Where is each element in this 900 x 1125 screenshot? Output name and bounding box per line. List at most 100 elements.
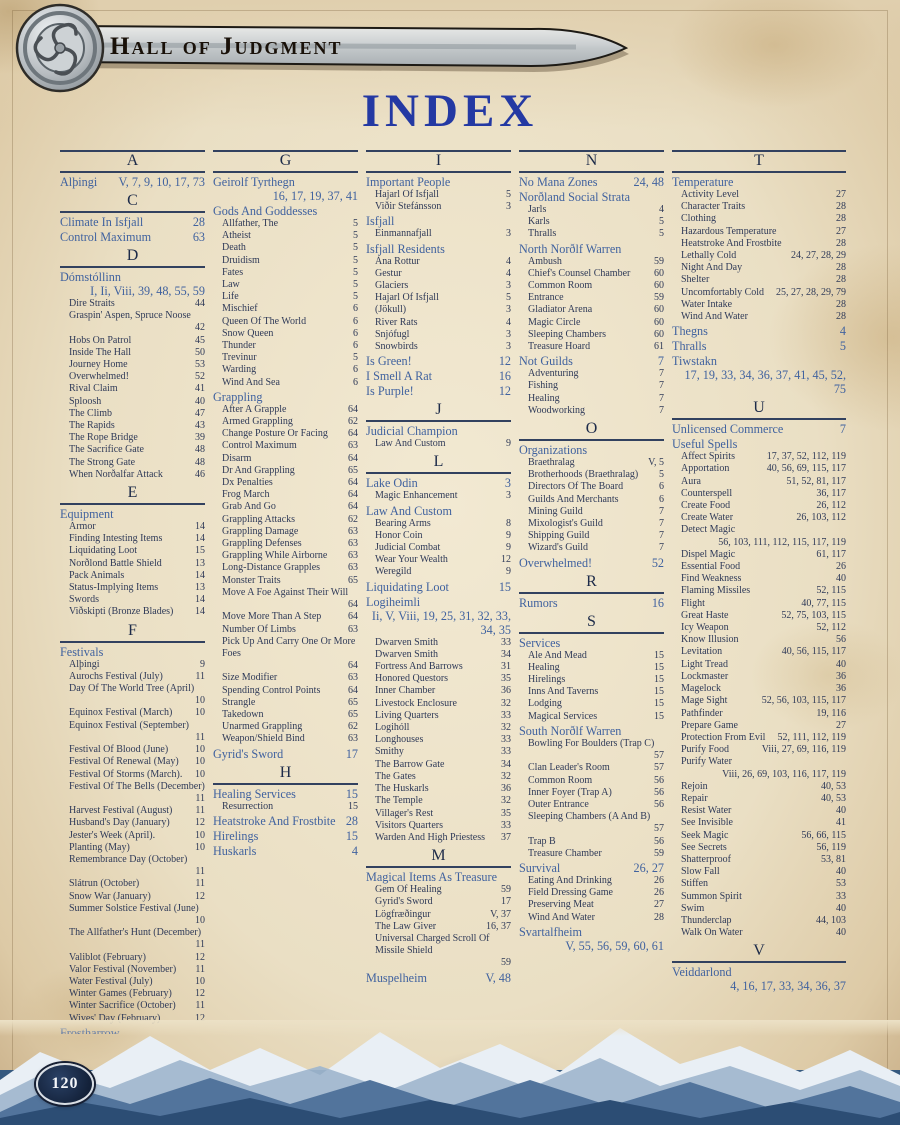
entry-label: Logiheimli (366, 594, 421, 609)
index-entry: Snowbirds 3 (366, 341, 511, 353)
entry-label: Outer Entrance (528, 798, 589, 810)
index-entry: Water Intake 28 (672, 299, 846, 311)
entry-label: Husband's Day (January) (69, 817, 170, 829)
index-section: U Unlicensed Commerce 7 Useful Spells Affect… (672, 399, 846, 939)
index-entry: The Gates 32 (366, 771, 511, 783)
index-entry: Jarls 4 (519, 204, 664, 216)
entry-label: Not Guilds (519, 354, 573, 369)
sword-banner (65, 24, 629, 72)
index-column: G Geirolf Tyrthegn 16, 17, 19, 37, 41 Gods … (213, 148, 358, 1034)
entry-label: The Climb (69, 407, 113, 419)
entry-pages: 52, 112 (816, 622, 846, 634)
index-entry: Smithy 33 (366, 746, 511, 758)
entry-label: Dwarven Smith (375, 648, 439, 660)
index-entry: Valiblot (February) 12 (60, 952, 205, 964)
index-entry: Stiffen 53 (672, 878, 846, 890)
index-entry: Rival Claim 41 (60, 383, 205, 395)
entry-pages: 7 (659, 505, 664, 517)
index-entry: Summon Spirit 33 (672, 891, 846, 903)
entry-pages: 64 (348, 452, 358, 464)
entry-pages: 5 (659, 228, 664, 240)
index-entry: Character Traits 28 (672, 201, 846, 213)
entry-label: Purify Water (681, 756, 732, 768)
entry-pages: 52, 111, 112, 119 (777, 731, 846, 743)
entry-label: Magic Enhancement (375, 490, 458, 502)
entry-pages: 51, 52, 81, 117 (786, 475, 846, 487)
index-entry: Wizard's Guild 7 (519, 542, 664, 554)
index-entry: Resurrection 15 (213, 801, 358, 813)
index-entry: The Climb 47 (60, 408, 205, 420)
index-entry: Overwhelmed! 52 (519, 556, 664, 570)
entry-label: Brotherhoods (Braethralag) (528, 469, 639, 481)
index-section: O Organizations Braethralag V, 5 Brotherhood… (519, 420, 664, 570)
index-entry: Villager's Rest 35 (366, 808, 511, 820)
index-section: E Equipment Armor 14 Finding Intesting Items… (60, 484, 205, 619)
entry-pages: 3 (506, 341, 511, 353)
entry-label: Braethralag (528, 457, 575, 469)
entry-label: (Jökull) (375, 304, 407, 316)
entry-label: Slátrun (October) (69, 878, 140, 890)
index-entry: Sploosh 40 (60, 396, 205, 408)
entry-label: Create Food (681, 500, 731, 512)
entry-label: Gladiator Arena (528, 304, 593, 316)
entry-pages: 56 (836, 634, 846, 646)
index-entry: Slow Fall 40 (672, 866, 846, 878)
entry-pages: 9 (506, 566, 511, 578)
index-entry: Hobs On Patrol 45 (60, 335, 205, 347)
index-entry: Strangle 65 (213, 697, 358, 709)
entry-pages: 5 (353, 266, 358, 278)
entry-pages: 56, 103, 111, 112, 115, 117, 119 (718, 536, 846, 548)
entry-pages: 40, 53 (821, 780, 846, 792)
entry-pages: 15 (654, 686, 664, 698)
entry-label: Character Traits (681, 201, 746, 213)
index-entry: Woodworking 7 (519, 405, 664, 417)
entry-pages: 60 (654, 267, 664, 279)
triskelion-emblem-icon (15, 3, 105, 93)
index-section: S Services Ale And Mead 15 Healing 15 Hireling… (519, 613, 664, 953)
entry-pages: 28 (836, 213, 846, 225)
index-entry: See Invisible 41 (672, 817, 846, 829)
entry-pages: 36 (836, 670, 846, 682)
entry-label: Night And Day (681, 262, 743, 274)
entry-pages: 4 (839, 324, 846, 339)
entry-label: Wives' Day (February) (69, 1012, 161, 1024)
index-entry: Lake Odin 3 (366, 476, 511, 490)
entry-label: Unlicensed Commerce (672, 422, 784, 437)
entry-pages: 56 (654, 786, 664, 798)
entry-label: Preserving Meat (528, 899, 594, 911)
entry-label: Huskarls (213, 843, 257, 858)
index-entry: Warding 6 (213, 364, 358, 376)
entry-label: Journey Home (69, 359, 128, 371)
entry-pages: 62 (348, 416, 358, 428)
entry-label: Fishing (528, 380, 559, 392)
entry-label: Gestur (375, 267, 402, 279)
entry-pages: 35 (501, 807, 511, 819)
entry-pages: 36 (501, 685, 511, 697)
index-entry: Flight 40, 77, 115 (672, 598, 846, 610)
entry-label: Mage Sight (681, 695, 728, 707)
index-entry: Trevinur 5 (213, 352, 358, 364)
index-entry: Size Modifier 63 (213, 672, 358, 684)
index-entry: Walk On Water 40 (672, 927, 846, 939)
entry-pages: 34 (501, 648, 511, 660)
entry-pages: 52, 75, 103, 115 (781, 609, 846, 621)
entry-pages: 7 (659, 392, 664, 404)
index-entry: Snow Queen 6 (213, 328, 358, 340)
index-entry: Bowling For Boulders (Trap C) 57 (519, 738, 664, 762)
entry-label: Magic Circle (528, 316, 581, 328)
entry-label: Thunderclap (681, 914, 732, 926)
index-entry: Heatstroke And Frostbite 28 (672, 238, 846, 250)
index-entry: Dwarven Smith 34 (366, 649, 511, 661)
entry-pages: 9 (506, 529, 511, 541)
entry-label: Find Weakness (681, 573, 742, 585)
entry-pages: 15 (654, 698, 664, 710)
index-entry: Shipping Guild 7 (519, 530, 664, 542)
index-entry: Isfjall (366, 214, 511, 228)
index-entry: Law And Custom 9 (366, 438, 511, 450)
entry-pages: 59 (501, 884, 511, 896)
index-entry: Dr And Grappling 65 (213, 465, 358, 477)
index-entry: Wind And Water 28 (672, 311, 846, 323)
entry-pages: 64 (348, 403, 358, 415)
index-entry: Levitation 40, 56, 115, 117 (672, 646, 846, 658)
